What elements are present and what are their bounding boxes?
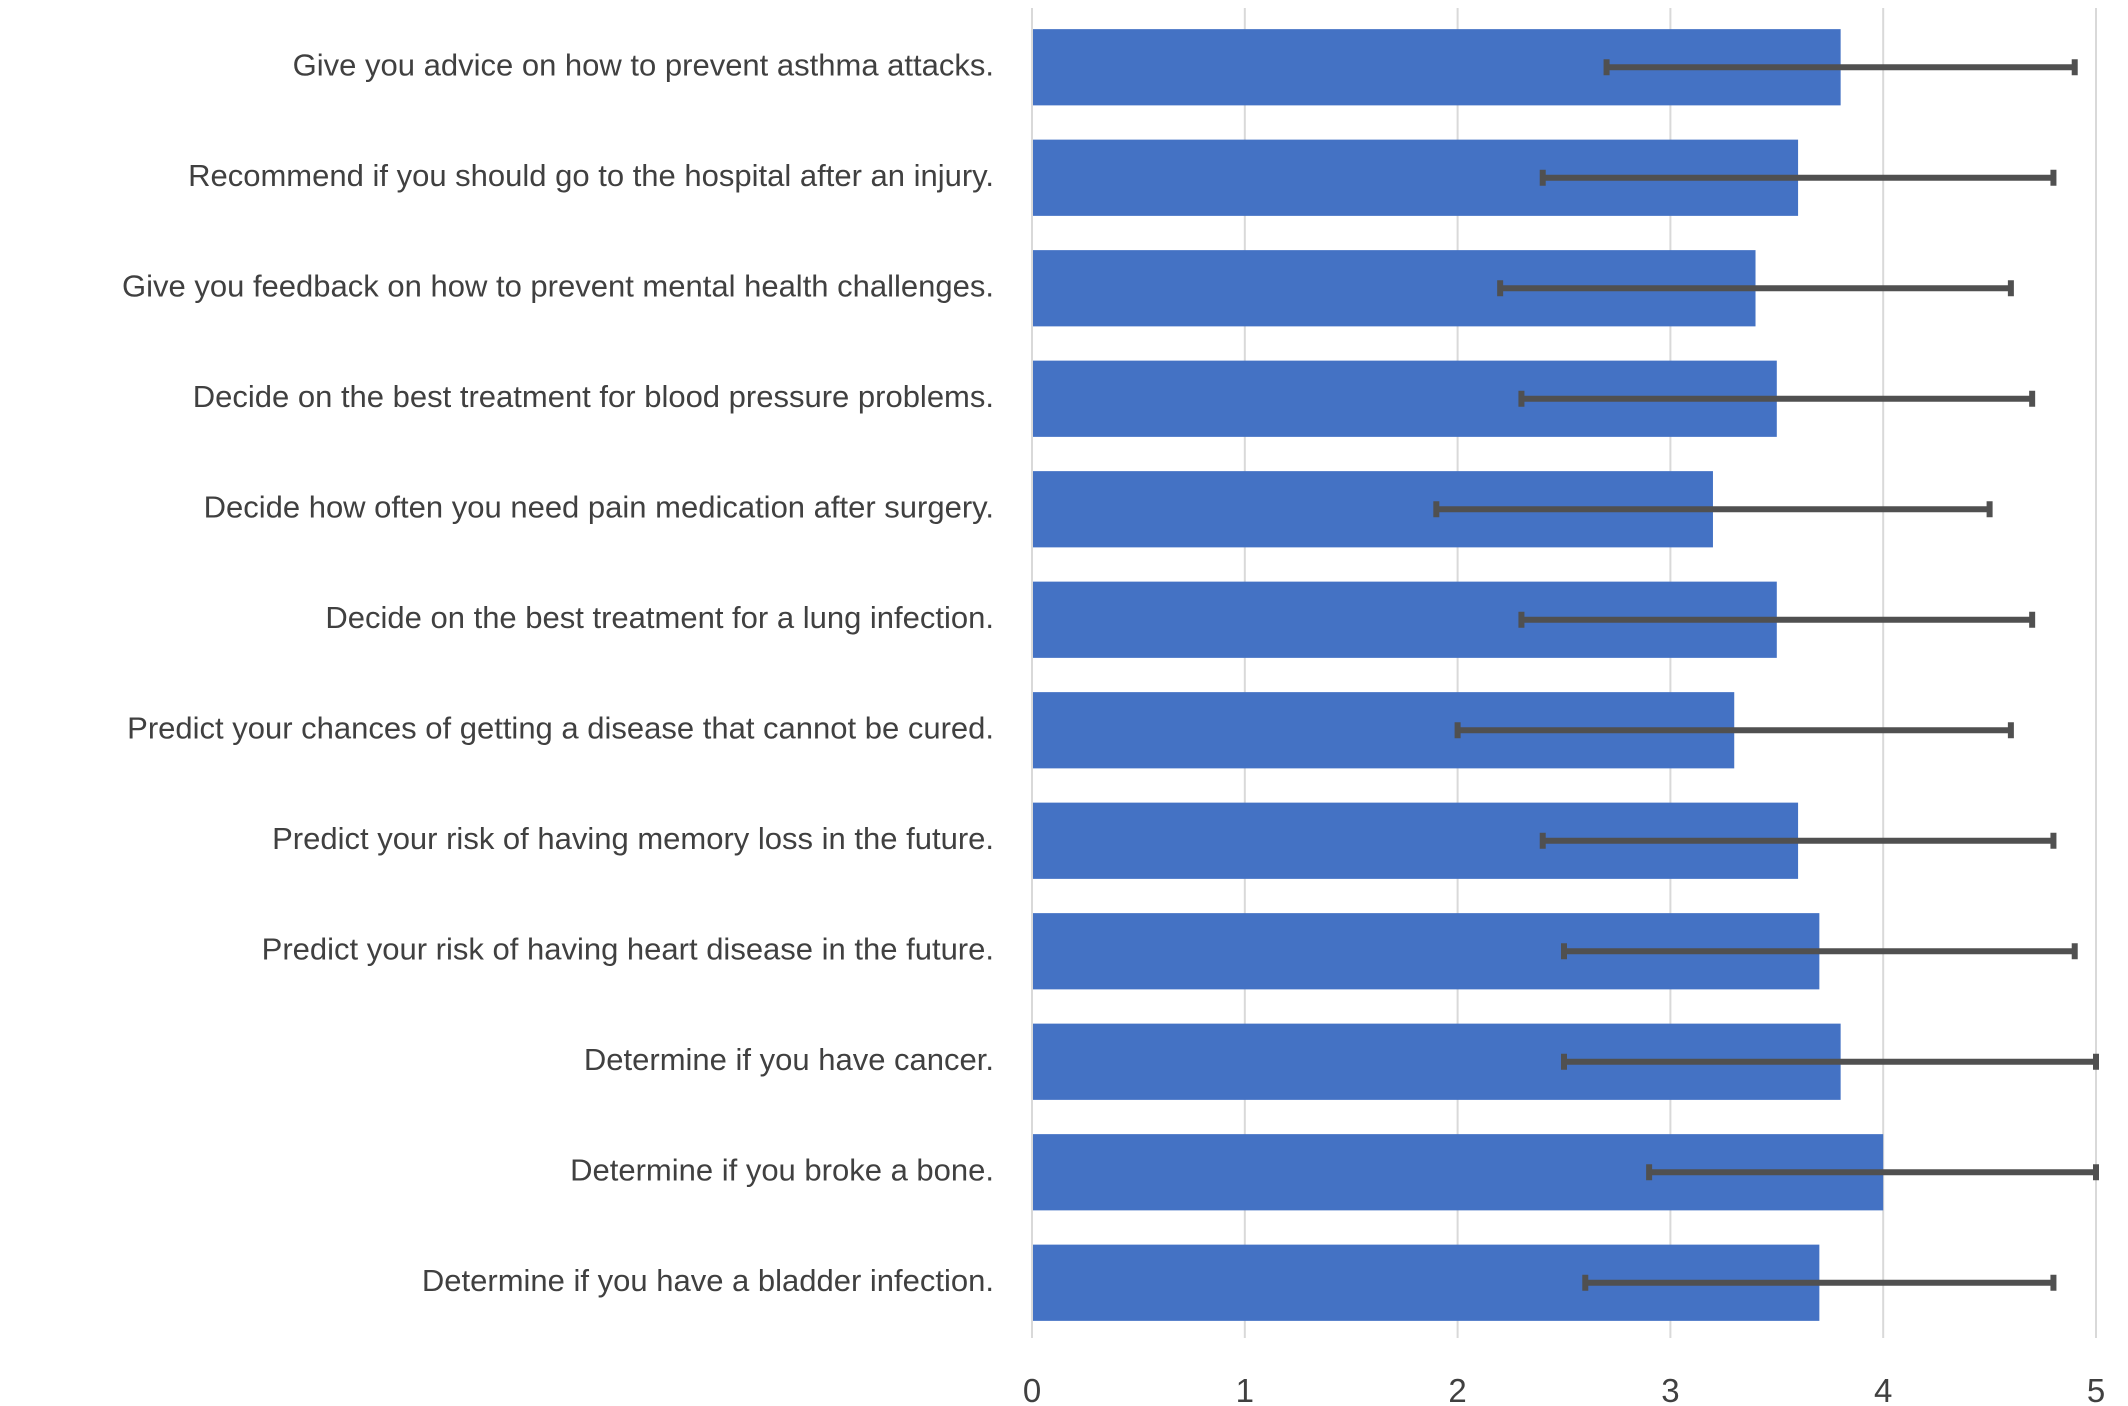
x-tick-label: 4 [1874, 1372, 1892, 1406]
x-tick-label: 2 [1448, 1372, 1466, 1406]
category-label: Decide on the best treatment for blood p… [193, 379, 994, 414]
x-tick-label: 0 [1023, 1372, 1041, 1406]
category-label: Recommend if you should go to the hospit… [188, 158, 994, 193]
category-label: Determine if you broke a bone. [570, 1152, 994, 1187]
category-label: Predict your chances of getting a diseas… [127, 710, 994, 745]
category-label: Predict your risk of having memory loss … [272, 821, 994, 856]
category-label: Give you advice on how to prevent asthma… [293, 47, 994, 82]
category-label: Decide on the best treatment for a lung … [325, 600, 994, 635]
category-label: Give you feedback on how to prevent ment… [122, 268, 994, 303]
category-label: Determine if you have a bladder infectio… [422, 1263, 994, 1298]
category-label: Decide how often you need pain medicatio… [204, 489, 994, 524]
x-tick-label: 3 [1661, 1372, 1679, 1406]
category-label: Determine if you have cancer. [584, 1042, 994, 1077]
x-tick-label: 5 [2087, 1372, 2105, 1406]
category-label: Predict your risk of having heart diseas… [262, 931, 994, 966]
x-tick-label: 1 [1236, 1372, 1254, 1406]
